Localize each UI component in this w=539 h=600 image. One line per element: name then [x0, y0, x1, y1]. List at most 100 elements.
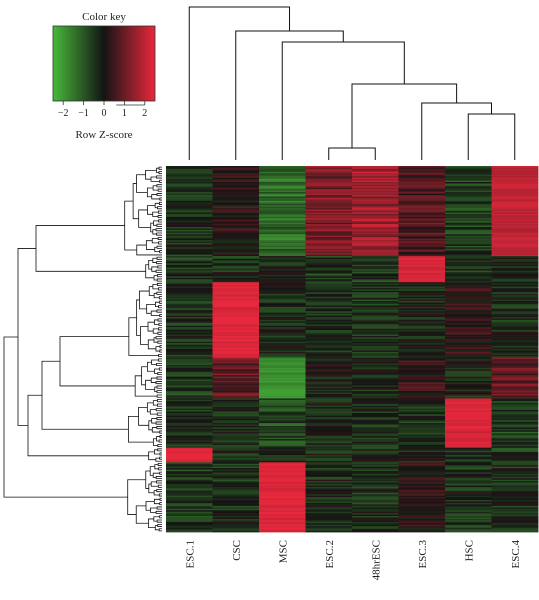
heatmap-cell — [352, 344, 399, 347]
dendrogram-branch — [151, 418, 157, 424]
heatmap-cell — [212, 363, 260, 366]
heatmap-cell — [212, 311, 260, 314]
heatmap-cell — [259, 408, 306, 411]
heatmap-cell — [166, 491, 213, 494]
heatmap-cell — [352, 466, 399, 469]
heatmap-cell — [259, 351, 306, 354]
heatmap-cell — [352, 346, 399, 348]
heatmap-cell — [445, 269, 492, 271]
heatmap-cell — [398, 192, 446, 194]
dendrogram-branch — [147, 321, 155, 332]
heatmap-cell — [491, 369, 539, 372]
heatmap-cell — [212, 166, 260, 168]
heatmap-cell — [398, 517, 446, 520]
heatmap-cell — [166, 510, 213, 513]
heatmap-cell — [166, 296, 213, 299]
heatmap-cell — [259, 197, 306, 200]
heatmap-cell — [305, 518, 353, 521]
heatmap-cell — [259, 306, 306, 309]
heatmap-cell — [398, 286, 446, 289]
heatmap-cell — [305, 240, 353, 242]
heatmap-cell — [166, 520, 213, 523]
heatmap-cell — [352, 456, 399, 459]
heatmap-cell — [259, 388, 306, 391]
heatmap-cell — [166, 312, 213, 315]
dendrogram-branch — [153, 292, 160, 299]
heatmap-cell — [305, 319, 353, 322]
heatmap-cell — [491, 174, 539, 177]
heatmap-cell — [166, 478, 213, 481]
heatmap-cell — [398, 270, 446, 273]
heatmap-cell — [445, 279, 492, 282]
heatmap-cell — [352, 261, 399, 264]
heatmap-cell — [445, 235, 492, 238]
heatmap-cell — [445, 218, 492, 221]
dendrogram-branch — [158, 305, 162, 309]
heatmap-cell — [305, 446, 353, 449]
heatmap-cell — [398, 171, 446, 174]
heatmap-cell — [445, 266, 492, 269]
heatmap-cell — [212, 494, 260, 497]
heatmap-cell — [166, 433, 213, 436]
heatmap-cell — [212, 473, 260, 476]
heatmap-cell — [445, 436, 492, 438]
heatmap-cell — [166, 379, 213, 382]
heatmap-cell — [491, 257, 539, 260]
heatmap-cell — [398, 347, 446, 350]
heatmap-cell — [259, 343, 306, 346]
heatmap-cell — [445, 257, 492, 260]
heatmap-cell — [398, 386, 446, 389]
heatmap-cell — [166, 181, 213, 184]
heatmap-cell — [445, 181, 492, 184]
heatmap-cell — [212, 396, 260, 399]
heatmap-cell — [166, 344, 213, 347]
heatmap-cell — [445, 444, 492, 447]
heatmap-cell — [491, 209, 539, 212]
heatmap-cell — [305, 305, 353, 308]
heatmap-cell — [305, 241, 353, 244]
dendrogram-branch — [155, 228, 162, 232]
heatmap-cell — [305, 238, 353, 241]
heatmap-cell — [259, 518, 306, 521]
heatmap-cell — [491, 181, 539, 184]
heatmap-cell — [398, 475, 446, 478]
heatmap-cell — [445, 251, 492, 254]
heatmap-cell — [305, 184, 353, 187]
heatmap-cell — [212, 357, 260, 360]
heatmap-cell — [491, 485, 539, 488]
dendrogram-branch — [157, 206, 162, 210]
heatmap-cell — [398, 346, 446, 348]
heatmap-cell — [398, 343, 446, 346]
heatmap-cell — [445, 356, 492, 359]
dendrogram-branch — [157, 318, 162, 322]
heatmap-cell — [305, 372, 353, 375]
heatmap-cell — [212, 335, 260, 338]
heatmap-cell — [491, 293, 539, 296]
heatmap-cell — [398, 328, 446, 331]
heatmap-cell — [259, 224, 306, 226]
heatmap-cell — [352, 370, 399, 373]
heatmap-cell — [305, 353, 353, 356]
heatmap-cell — [259, 455, 306, 457]
heatmap-cell — [259, 421, 306, 424]
heatmap-cell — [305, 166, 353, 168]
heatmap-cell — [491, 335, 539, 338]
heatmap-cell — [445, 363, 492, 366]
heatmap-cell — [259, 378, 306, 380]
dendrogram-branch — [152, 438, 158, 446]
heatmap-cell — [166, 399, 213, 402]
heatmap-cell — [491, 392, 539, 395]
color-key-title: Color key — [82, 11, 126, 23]
heatmap-cell — [445, 285, 492, 287]
heatmap-cell — [166, 497, 213, 499]
heatmap-cell — [491, 301, 539, 303]
dendrogram-branch — [159, 313, 162, 318]
heatmap-cell — [166, 486, 213, 489]
heatmap-cell — [491, 476, 539, 479]
heatmap-cell — [445, 242, 492, 245]
heatmap-cell — [305, 325, 353, 328]
heatmap-cell — [445, 378, 492, 380]
heatmap-cell — [491, 433, 539, 436]
heatmap-cell — [491, 466, 539, 469]
heatmap-cell — [259, 517, 306, 520]
